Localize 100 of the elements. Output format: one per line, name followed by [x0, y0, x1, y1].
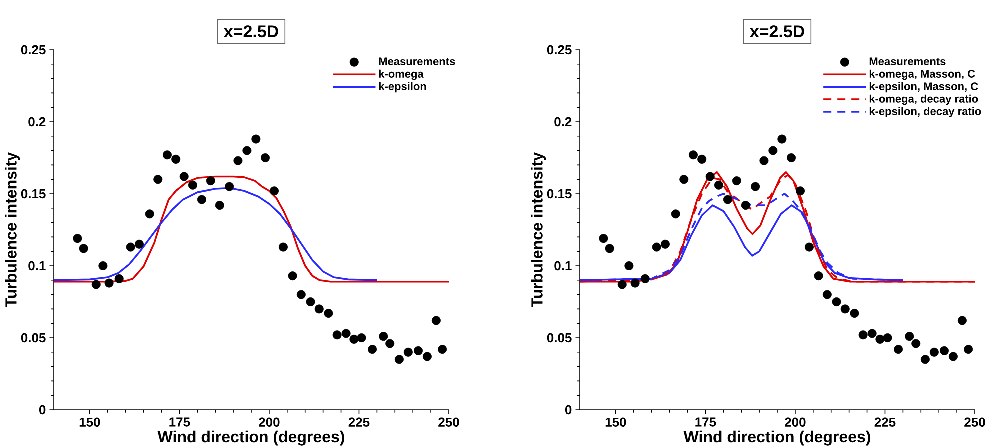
point: [92, 280, 101, 290]
point: [796, 186, 805, 196]
point: [73, 234, 82, 244]
x-tick-label: 250: [438, 418, 460, 428]
point: [314, 304, 324, 314]
point: [324, 309, 334, 318]
y-tick-label: 0.05: [21, 333, 46, 343]
point: [714, 180, 724, 190]
point: [422, 352, 432, 362]
point: [732, 176, 742, 186]
point: [814, 272, 824, 281]
point: [840, 304, 850, 314]
point: [930, 348, 939, 357]
legend-label: k-omega: [379, 70, 424, 80]
x-tick-label: 250: [964, 418, 986, 428]
x-tick-label: 175: [170, 418, 190, 427]
point: [832, 298, 842, 306]
point: [671, 210, 680, 219]
point: [104, 278, 114, 288]
chart-title: x=2.5D: [750, 26, 804, 38]
y-tick-label: 0.25: [547, 45, 572, 55]
point: [652, 242, 662, 252]
point: [252, 134, 261, 144]
point: [688, 150, 698, 160]
y-tick-label: 0.2: [554, 117, 572, 127]
y-tick-label: 0.2: [28, 117, 46, 127]
point: [261, 154, 270, 163]
point: [605, 244, 614, 254]
point: [386, 339, 395, 348]
point: [894, 345, 904, 354]
point: [958, 316, 967, 326]
point: [858, 330, 868, 340]
point: [342, 329, 351, 338]
point: [751, 182, 760, 192]
y-tick-label: 0.05: [547, 333, 572, 343]
point: [404, 348, 413, 357]
point: [162, 150, 172, 160]
point: [114, 274, 124, 284]
x-axis-title: Wind direction (degrees): [158, 430, 344, 446]
point: [357, 334, 366, 343]
point: [180, 172, 189, 182]
point: [787, 154, 796, 163]
point: [804, 242, 814, 252]
point: [126, 242, 136, 252]
point: [379, 332, 388, 342]
point: [145, 210, 154, 219]
point: [850, 309, 860, 318]
point: [234, 156, 243, 166]
x-tick-label: 200: [259, 418, 280, 428]
point: [79, 244, 88, 254]
y-tick-label: 0.15: [21, 189, 46, 199]
point: [876, 334, 885, 344]
point: [698, 154, 707, 164]
point: [206, 176, 216, 186]
y-tick-label: 0: [39, 405, 46, 415]
point: [306, 298, 316, 306]
x-tick-label: 175: [696, 418, 716, 427]
x-tick-label: 150: [606, 418, 626, 428]
point: [706, 172, 715, 182]
legend-label: k-epsilon, decay ratio: [870, 107, 982, 118]
point: [134, 240, 144, 249]
y-axis-title: Turbulence intensity: [531, 152, 546, 308]
point: [618, 280, 627, 290]
point: [98, 262, 108, 270]
point: [394, 355, 404, 364]
legend-label: k-omega, decay ratio: [870, 94, 978, 106]
legend-label: Measurements: [379, 58, 456, 66]
point: [768, 146, 778, 156]
point: [172, 154, 181, 164]
point: [154, 175, 163, 184]
y-tick-label: 0.25: [21, 45, 46, 55]
point: [197, 195, 206, 204]
point: [225, 182, 234, 192]
point: [215, 201, 224, 210]
point: [438, 345, 448, 354]
point: [270, 186, 279, 196]
point: [278, 242, 288, 252]
x-tick-label: 200: [785, 418, 806, 428]
point: [332, 330, 342, 340]
x-tick-label: 150: [80, 418, 100, 428]
point: [368, 345, 378, 354]
x-tick-label: 225: [348, 418, 370, 428]
y-tick-label: 0: [565, 405, 572, 415]
y-tick-label: 0.1: [554, 261, 572, 271]
point: [741, 201, 750, 210]
point: [883, 334, 892, 343]
y-axis-title: Turbulence intensity: [5, 152, 20, 308]
point: [778, 134, 787, 144]
point: [920, 355, 930, 364]
point: [912, 339, 921, 348]
point: [599, 234, 608, 244]
point: [680, 175, 689, 184]
legend-label: k-omega, Masson, C: [870, 70, 976, 80]
x-tick-label: 225: [874, 418, 896, 428]
point: [640, 274, 650, 284]
point: [948, 352, 958, 362]
point: [940, 346, 949, 356]
point: [660, 240, 670, 249]
point: [760, 156, 769, 166]
y-tick-label: 0.1: [28, 261, 46, 271]
